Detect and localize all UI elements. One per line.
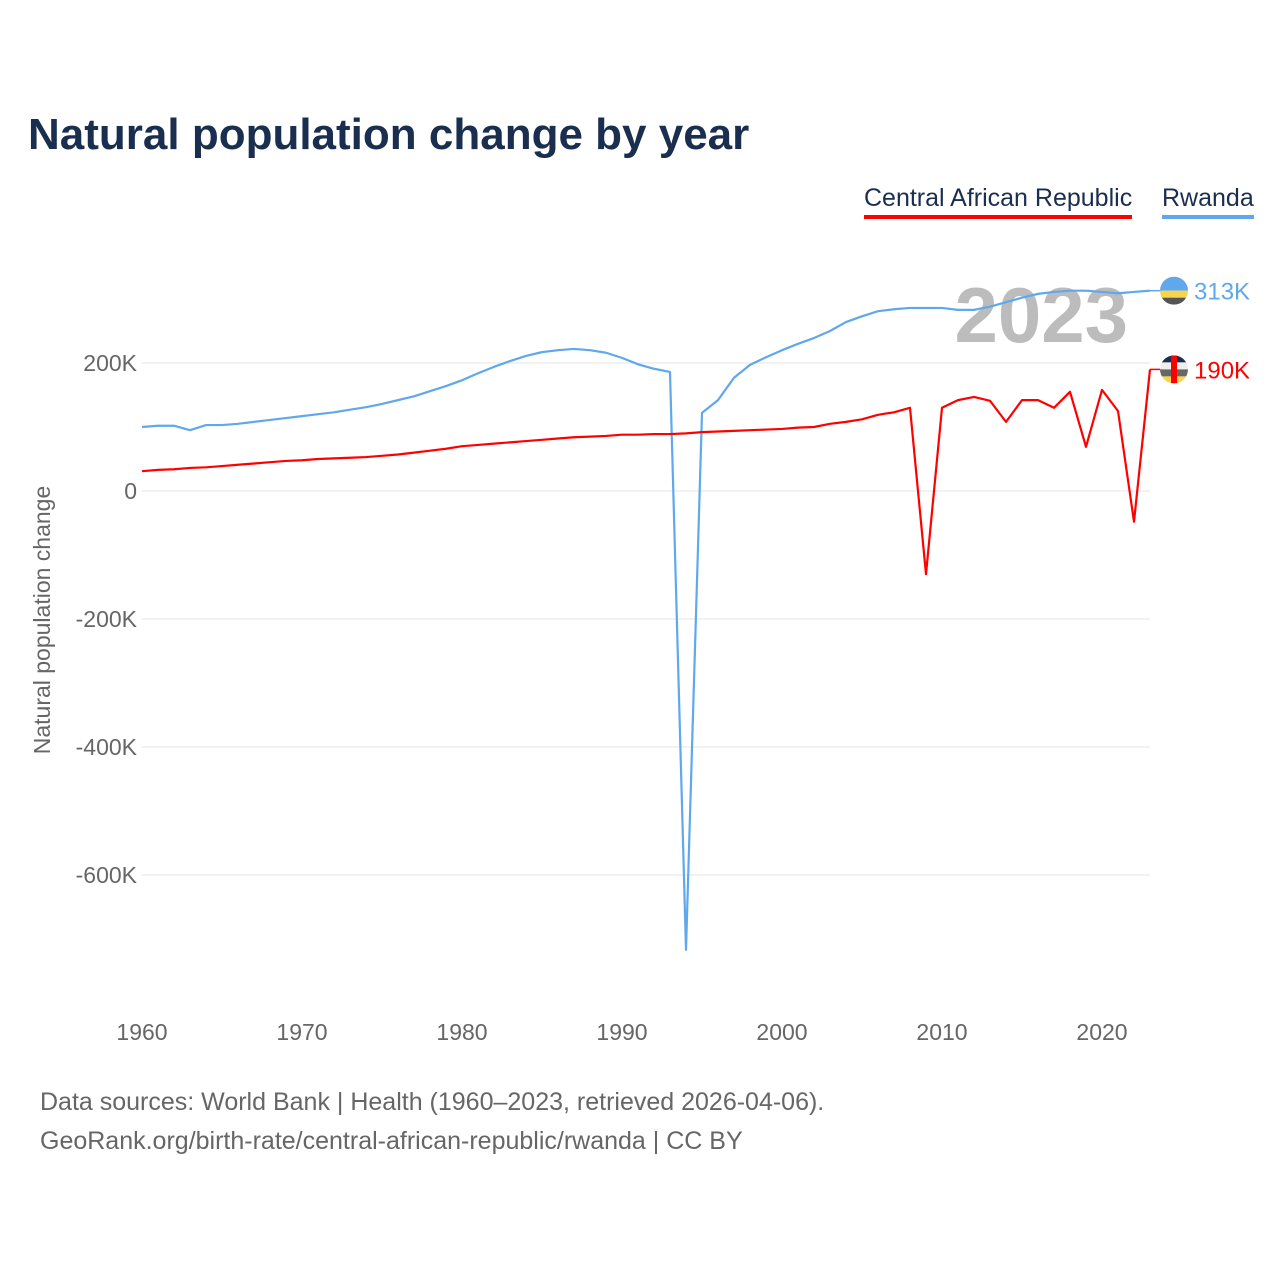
y-axis-label: Natural population change [29,486,55,755]
legend-item-central-african-republic[interactable]: Central African Republic [864,184,1133,219]
flag-icon [1160,355,1188,384]
footer-sources: Data sources: World Bank | Health (1960–… [40,1088,825,1116]
end-value-label: 190K [1194,357,1250,384]
year-watermark: 2023 [954,271,1128,359]
x-tick-label: 2010 [916,1019,967,1045]
series-line-rwanda [141,289,1151,951]
footer-link[interactable]: GeoRank.org/birth-rate/central-african-r… [40,1127,743,1155]
x-tick-label: 1980 [436,1019,487,1045]
y-tick-label: -200K [76,606,138,632]
x-tick-label: 1970 [276,1019,327,1045]
y-tick-label: -600K [76,862,138,888]
y-tick-label: -400K [76,734,138,760]
end-value-label: 313K [1194,279,1250,306]
x-tick-label: 1960 [116,1019,167,1045]
flag-icon [1160,276,1188,305]
y-tick-label: 200K [83,350,137,376]
series-line-central-african-republic [141,369,1152,576]
x-tick-label: 1990 [596,1019,647,1045]
y-tick-label: 0 [124,478,137,504]
chart-title: Natural population change by year [28,110,750,159]
x-tick-label: 2020 [1076,1019,1127,1045]
x-tick-label: 2000 [756,1019,807,1045]
legend-item-rwanda[interactable]: Rwanda [1162,184,1254,219]
